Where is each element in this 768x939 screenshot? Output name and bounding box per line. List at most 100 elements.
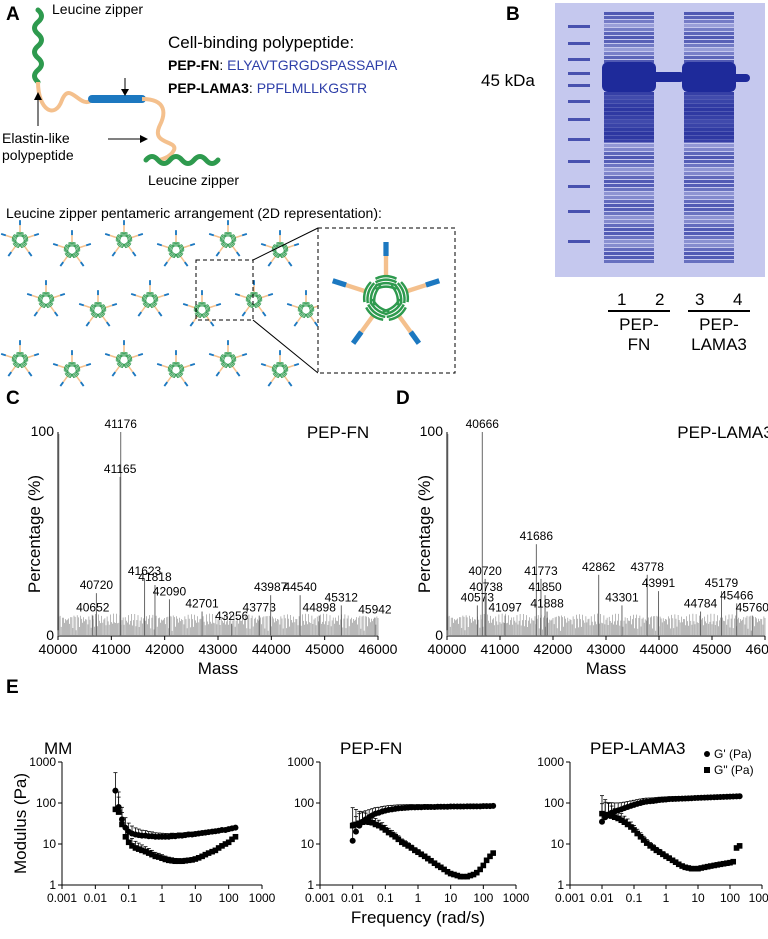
loss-modulus-point	[176, 858, 182, 865]
loss-modulus-point	[172, 858, 179, 865]
coil-turn	[40, 294, 44, 303]
coil-turn	[20, 242, 27, 248]
coil-turn	[15, 235, 19, 243]
coil-turn	[276, 243, 284, 245]
lysate-band	[604, 52, 654, 55]
x-tick-label: 40000	[39, 641, 78, 657]
pentamer-arm	[70, 250, 85, 267]
elastin-link	[153, 305, 160, 313]
coil-turn	[68, 363, 76, 365]
lattice-pentamer	[234, 280, 274, 317]
binding-tip	[208, 352, 215, 357]
coil-turn	[167, 364, 171, 372]
zoomed-pentamer	[331, 242, 441, 345]
pentamer-arm	[85, 310, 100, 327]
elastin-link	[88, 315, 95, 323]
elastin-link	[260, 294, 269, 299]
loss-modulus-point	[608, 813, 615, 819]
mass-spectrum-pep-fn: 41176 41165 40720 40652 41623418184209042701…	[25, 417, 398, 678]
x-axis-label: Mass	[586, 659, 627, 678]
pentamer-arm	[120, 220, 128, 238]
lysate-band	[604, 40, 654, 43]
loss-modulus-point	[682, 864, 689, 871]
lysate-band	[684, 260, 734, 263]
lysate-band	[604, 16, 654, 19]
coil-turn	[14, 234, 18, 243]
loss-modulus-point	[611, 814, 618, 821]
loss-modulus-point	[215, 845, 222, 851]
loss-modulus-point	[122, 833, 129, 840]
cell-binding-title: Cell-binding polypeptide:	[168, 33, 354, 52]
x-tick-label: 100	[720, 891, 740, 905]
coil-turn	[176, 253, 184, 259]
pentamer-arm	[267, 250, 282, 267]
ladder-band	[568, 210, 590, 213]
coil-turn	[176, 372, 183, 378]
pentamer-arm	[130, 292, 149, 303]
coil-turn	[228, 362, 235, 368]
peak-label: 44540	[283, 580, 317, 594]
binding-tip	[79, 381, 85, 387]
binding-tip	[157, 311, 163, 317]
elastin-link	[359, 313, 376, 334]
coil-turn	[16, 351, 24, 354]
peak-label: 40666	[466, 417, 500, 431]
coil-turn	[280, 372, 287, 378]
coil-turn	[12, 243, 20, 249]
coil-turn	[374, 278, 398, 284]
ladder-band	[568, 100, 590, 103]
elastin-link	[101, 315, 108, 323]
x-tick-label: 0.1	[120, 891, 137, 905]
binding-tip	[215, 302, 222, 307]
binding-tip	[131, 371, 137, 377]
coil-turn	[181, 364, 185, 372]
y-tick-label: 1000	[29, 755, 56, 769]
pentamer-arm	[104, 232, 123, 243]
coil-turn	[42, 291, 50, 294]
elastin-link	[182, 364, 191, 369]
pentamer-arm	[59, 370, 74, 387]
binding-tip	[234, 292, 241, 297]
loss-modulus-point	[421, 853, 428, 860]
zipper-coil	[11, 234, 19, 243]
coil-turn	[224, 353, 232, 355]
coil-turn	[141, 294, 145, 302]
zipper-coil	[167, 364, 175, 373]
elastin-link	[127, 365, 134, 373]
leucine-zipper-top-helix	[35, 10, 42, 82]
pentamer-arm	[302, 290, 310, 308]
loss-modulus-point	[182, 857, 189, 864]
x-tick-label: 41000	[481, 641, 520, 657]
storage-modulus-point	[490, 802, 497, 809]
loss-modulus-point	[727, 859, 733, 866]
coil-turn	[37, 294, 41, 302]
pentamer-arm	[42, 280, 50, 298]
coil-turn	[12, 363, 20, 369]
loss-modulus-point	[232, 833, 239, 840]
binding-tip	[85, 242, 92, 247]
rheology-plot-pep-lama3: 0.001 0.01 0.1 1 10 100 1000 1 10 100 1000 PEP-LAMA…	[537, 739, 768, 905]
loss-modulus-point	[444, 868, 451, 875]
coil-turn	[249, 295, 253, 303]
peak-label: 44784	[684, 597, 718, 611]
elastin-link	[405, 282, 427, 294]
lysate-band	[604, 180, 654, 183]
binding-tip	[7, 371, 13, 377]
elastin-link	[130, 354, 139, 359]
coil-turn	[94, 301, 102, 304]
panel-label-e: E	[6, 677, 19, 698]
y-tick-label: 100	[31, 423, 55, 439]
binding-tip	[137, 311, 143, 317]
coil-turn	[46, 302, 53, 308]
coil-turn	[68, 241, 76, 244]
coil-turn	[194, 313, 202, 319]
x-tick-label: 0.001	[47, 891, 77, 905]
elastin-link	[109, 234, 118, 239]
elastin-link	[231, 245, 238, 253]
lysate-band	[684, 32, 734, 35]
loss-modulus-point	[152, 853, 159, 860]
binding-tip	[111, 371, 117, 377]
zipper-coil	[11, 354, 19, 363]
pentamer-arm	[293, 310, 308, 327]
coil-turn	[72, 252, 79, 258]
